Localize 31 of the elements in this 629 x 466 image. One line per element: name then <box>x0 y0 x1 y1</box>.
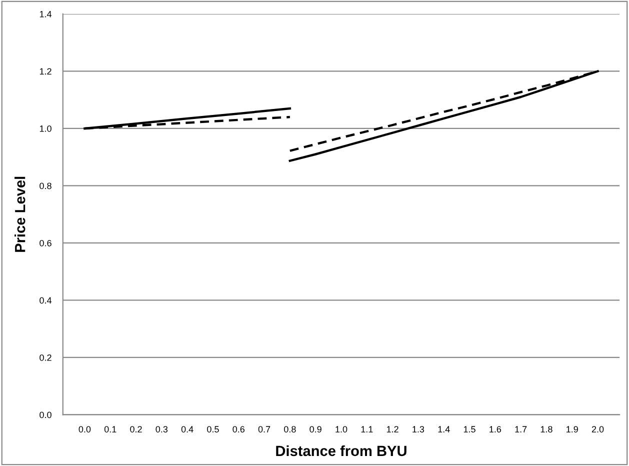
x-tick-label: 0.9 <box>310 426 322 432</box>
y-tick-label: 0.2 <box>40 354 52 361</box>
x-tick-label: 2.0 <box>592 426 604 432</box>
y-tick-label: 1.0 <box>40 125 52 132</box>
x-tick-label: 0.1 <box>104 426 116 432</box>
x-tick-label: 1.5 <box>464 426 476 432</box>
x-tick-label: 0.0 <box>78 426 91 432</box>
x-tick-label: 1.9 <box>566 426 578 432</box>
y-axis-title: Price Level <box>14 176 26 252</box>
x-tick-label: 1.3 <box>412 426 424 432</box>
x-tick-label: 0.5 <box>207 426 219 432</box>
y-tick-label: 0.0 <box>40 412 52 418</box>
y-tick-label: 1.2 <box>40 68 52 75</box>
y-tick-label: 0.4 <box>40 297 52 304</box>
x-tick-label: 1.8 <box>540 426 552 432</box>
x-tick-label: 0.7 <box>258 426 270 432</box>
x-tick-label: 1.0 <box>336 426 348 432</box>
x-tick-label: 0.6 <box>232 426 244 432</box>
x-tick-label: 1.7 <box>515 426 527 432</box>
x-tick-label: 0.8 <box>284 426 296 432</box>
x-tick-label: 0.2 <box>130 426 142 432</box>
x-tick-label: 0.4 <box>181 426 194 432</box>
y-tick-label: 1.4 <box>40 11 52 18</box>
y-tick-label: 0.6 <box>40 240 52 246</box>
x-tick-label: 1.4 <box>438 426 450 432</box>
x-tick-label: 1.6 <box>490 426 502 432</box>
x-tick-label: 1.2 <box>386 426 398 432</box>
x-tick-label: 0.3 <box>156 426 168 432</box>
y-tick-label: 0.8 <box>40 182 52 190</box>
x-axis-title: Distance from BYU <box>276 445 406 456</box>
x-tick-label: 1.1 <box>361 426 373 432</box>
